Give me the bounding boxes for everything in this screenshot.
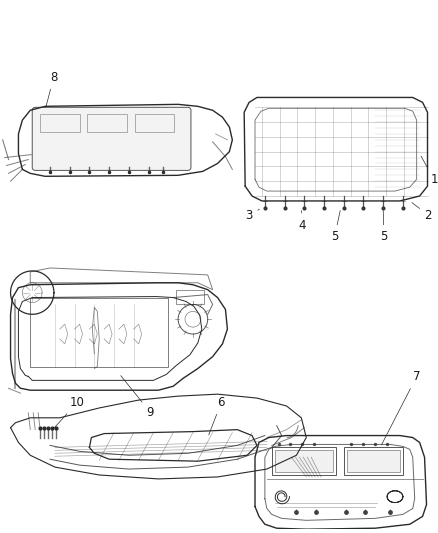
Text: 3: 3 bbox=[245, 209, 259, 222]
FancyBboxPatch shape bbox=[32, 107, 191, 171]
Bar bbox=[40, 114, 80, 132]
Bar bbox=[176, 289, 204, 304]
Bar bbox=[88, 114, 127, 132]
Text: 10: 10 bbox=[52, 396, 85, 431]
Text: 5: 5 bbox=[380, 211, 388, 244]
Text: 9: 9 bbox=[121, 376, 154, 419]
Text: 2: 2 bbox=[412, 203, 432, 222]
Text: 4: 4 bbox=[298, 211, 306, 231]
Text: 8: 8 bbox=[46, 71, 57, 108]
Bar bbox=[275, 450, 333, 472]
Bar bbox=[344, 447, 403, 475]
Text: 7: 7 bbox=[381, 370, 420, 445]
Bar bbox=[135, 114, 174, 132]
Bar bbox=[272, 447, 336, 475]
Text: 6: 6 bbox=[208, 396, 225, 435]
Text: 5: 5 bbox=[331, 211, 340, 244]
Text: 1: 1 bbox=[421, 156, 438, 186]
Bar bbox=[30, 297, 168, 367]
Bar bbox=[347, 450, 400, 472]
